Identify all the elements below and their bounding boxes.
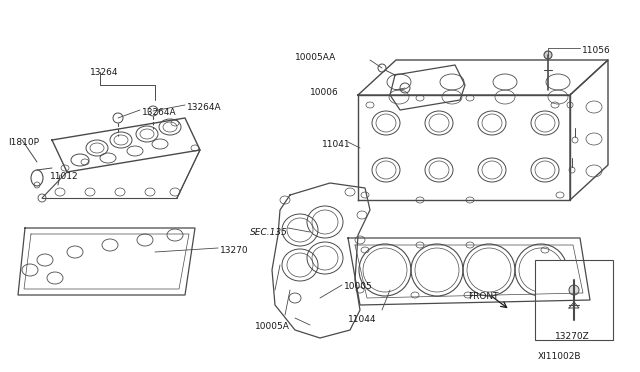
Text: l1810P: l1810P [8, 138, 39, 147]
Text: 13264A: 13264A [142, 108, 177, 117]
Text: 11044: 11044 [348, 315, 376, 324]
Ellipse shape [569, 285, 579, 295]
Text: 10006: 10006 [310, 88, 339, 97]
Text: 10005A: 10005A [255, 322, 290, 331]
Text: 11012: 11012 [50, 172, 79, 181]
Text: 11041: 11041 [322, 140, 351, 149]
Text: FRONT: FRONT [468, 292, 499, 301]
Text: 10005AA: 10005AA [295, 53, 336, 62]
Bar [535, 260, 613, 340]
Text: XI11002B: XI11002B [538, 352, 582, 361]
Text: 10005: 10005 [344, 282, 372, 291]
Text: SEC.135: SEC.135 [250, 228, 288, 237]
Text: 13270: 13270 [220, 246, 248, 255]
Text: 13264A: 13264A [187, 103, 221, 112]
Text: 13264: 13264 [90, 68, 118, 77]
Text: 13270Z: 13270Z [555, 332, 589, 341]
Text: 11056: 11056 [582, 46, 611, 55]
Ellipse shape [544, 51, 552, 59]
